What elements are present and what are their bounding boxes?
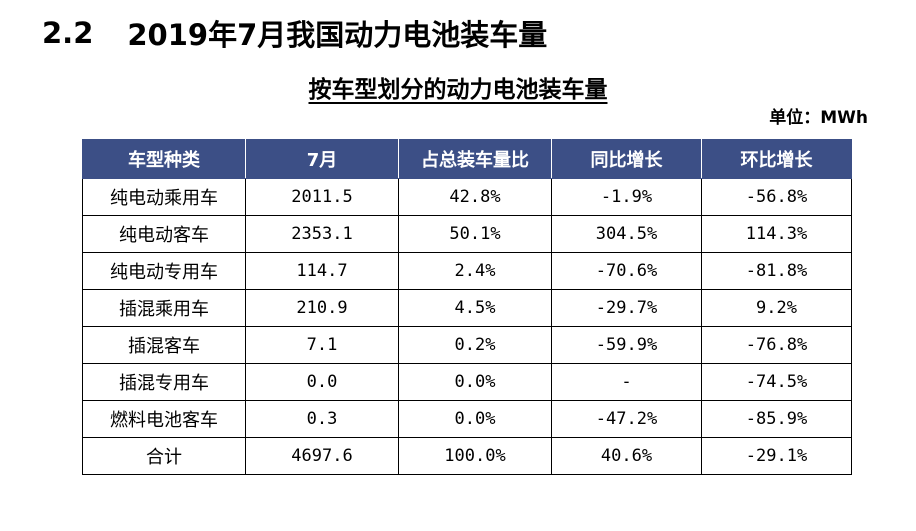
total-label-cell: 合计 — [82, 437, 246, 475]
vehicle-type-cell: 插混专用车 — [82, 363, 246, 401]
header-vehicle-type: 车型种类 — [82, 139, 246, 179]
section-title: 2019年7月我国动力电池装车量 — [127, 18, 548, 52]
total-share-cell: 100.0% — [398, 437, 552, 475]
share-cell: 0.0% — [398, 363, 552, 401]
table-row: 纯电动乘用车 2011.5 42.8% -1.9% -56.8% — [82, 178, 852, 216]
battery-installation-table: 车型种类 7月 占总装车量比 同比增长 环比增长 纯电动乘用车 2011.5 4… — [82, 139, 852, 475]
share-cell: 0.2% — [398, 326, 552, 364]
table-row: 插混乘用车 210.9 4.5% -29.7% 9.2% — [82, 289, 852, 327]
july-value-cell: 2353.1 — [245, 215, 399, 253]
vehicle-type-cell: 燃料电池客车 — [82, 400, 246, 438]
july-value-cell: 0.3 — [245, 400, 399, 438]
header-mom-growth: 环比增长 — [701, 139, 852, 179]
total-yoy-growth-cell: 40.6% — [551, 437, 702, 475]
yoy-growth-cell: -70.6% — [551, 252, 702, 290]
share-cell: 50.1% — [398, 215, 552, 253]
mom-growth-cell: -74.5% — [701, 363, 852, 401]
table-row: 燃料电池客车 0.3 0.0% -47.2% -85.9% — [82, 400, 852, 438]
table-total-row: 合计 4697.6 100.0% 40.6% -29.1% — [82, 437, 852, 475]
table-title-text: 按车型划分的动力电池装车量 — [308, 77, 608, 103]
header-yoy-growth: 同比增长 — [551, 139, 702, 179]
table-row: 插混客车 7.1 0.2% -59.9% -76.8% — [82, 326, 852, 364]
unit-label: 单位：MWh — [769, 108, 868, 128]
header-share: 占总装车量比 — [398, 139, 552, 179]
table-header-row: 车型种类 7月 占总装车量比 同比增长 环比增长 — [82, 139, 852, 179]
vehicle-type-cell: 纯电动专用车 — [82, 252, 246, 290]
section-heading: 2.2 2019年7月我国动力电池装车量 — [42, 10, 547, 56]
mom-growth-cell: 114.3% — [701, 215, 852, 253]
mom-growth-cell: -85.9% — [701, 400, 852, 438]
yoy-growth-cell: - — [551, 363, 702, 401]
vehicle-type-cell: 纯电动客车 — [82, 215, 246, 253]
table-row: 纯电动客车 2353.1 50.1% 304.5% 114.3% — [82, 215, 852, 253]
table-title: 按车型划分的动力电池装车量 — [0, 70, 916, 104]
table-row: 插混专用车 0.0 0.0% - -74.5% — [82, 363, 852, 401]
yoy-growth-cell: -29.7% — [551, 289, 702, 327]
table-row: 纯电动专用车 114.7 2.4% -70.6% -81.8% — [82, 252, 852, 290]
share-cell: 0.0% — [398, 400, 552, 438]
mom-growth-cell: 9.2% — [701, 289, 852, 327]
total-july-value-cell: 4697.6 — [245, 437, 399, 475]
share-cell: 4.5% — [398, 289, 552, 327]
share-cell: 2.4% — [398, 252, 552, 290]
july-value-cell: 114.7 — [245, 252, 399, 290]
vehicle-type-cell: 插混乘用车 — [82, 289, 246, 327]
july-value-cell: 210.9 — [245, 289, 399, 327]
mom-growth-cell: -81.8% — [701, 252, 852, 290]
july-value-cell: 7.1 — [245, 326, 399, 364]
total-mom-growth-cell: -29.1% — [701, 437, 852, 475]
yoy-growth-cell: -59.9% — [551, 326, 702, 364]
vehicle-type-cell: 插混客车 — [82, 326, 246, 364]
header-july: 7月 — [245, 139, 399, 179]
mom-growth-cell: -76.8% — [701, 326, 852, 364]
july-value-cell: 2011.5 — [245, 178, 399, 216]
yoy-growth-cell: 304.5% — [551, 215, 702, 253]
share-cell: 42.8% — [398, 178, 552, 216]
mom-growth-cell: -56.8% — [701, 178, 852, 216]
yoy-growth-cell: -1.9% — [551, 178, 702, 216]
yoy-growth-cell: -47.2% — [551, 400, 702, 438]
vehicle-type-cell: 纯电动乘用车 — [82, 178, 246, 216]
section-number: 2.2 — [42, 16, 94, 50]
july-value-cell: 0.0 — [245, 363, 399, 401]
